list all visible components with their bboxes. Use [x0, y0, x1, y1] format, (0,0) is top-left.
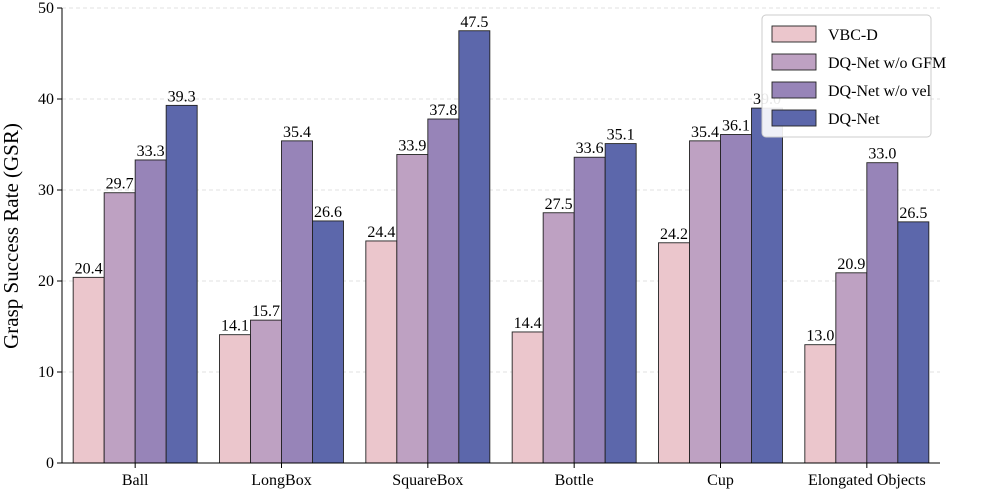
bar-value-label: 39.3 — [168, 88, 196, 105]
x-tick-label: Ball — [122, 472, 149, 489]
bar — [165, 104, 198, 464]
bar-value-label: 35.1 — [607, 127, 635, 144]
x-tick-label: SquareBox — [392, 472, 463, 489]
bar — [866, 162, 899, 464]
bar-value-label: 15.7 — [252, 303, 280, 320]
bar-value-label: 13.0 — [806, 328, 834, 345]
bar-value-label: 36.1 — [722, 117, 750, 134]
axes: 0 10 20 30 40 50 Ball LongBox SquareBox Bottle Cup… — [38, 0, 940, 489]
bar — [604, 143, 637, 464]
bar — [689, 140, 721, 464]
bar — [103, 192, 136, 464]
legend-swatch — [771, 25, 817, 43]
bar-value-label: 20.4 — [75, 260, 103, 277]
bar-value-label: 33.9 — [398, 138, 426, 155]
y-tick-label: 30 — [38, 182, 54, 199]
bar-value-label: 33.3 — [137, 143, 165, 160]
bar-value-label: 20.9 — [837, 256, 865, 273]
bar — [396, 154, 429, 464]
bar-value-label: 26.6 — [314, 204, 342, 221]
bar — [427, 118, 460, 464]
x-tick-label: LongBox — [251, 472, 311, 489]
bar-value-label: 27.5 — [545, 196, 573, 213]
bar — [219, 334, 251, 464]
x-tick-label: Cup — [707, 472, 734, 489]
x-tick-label: Elongated Objects — [808, 472, 926, 489]
bar — [365, 240, 398, 464]
bar — [835, 272, 868, 464]
bar-value-label: 33.6 — [576, 140, 604, 157]
bar — [751, 107, 783, 464]
y-axis-label: Grasp Success Rate (GSR) — [0, 123, 23, 349]
bar — [458, 30, 491, 464]
legend-label: DQ-Net w/o GFM — [828, 55, 946, 72]
bar — [720, 134, 752, 464]
bar-value-label: 47.5 — [460, 14, 488, 31]
bar — [281, 140, 313, 464]
bar-value-label: 35.4 — [283, 124, 311, 141]
legend-swatch — [771, 81, 817, 99]
y-tick-label: 0 — [46, 455, 54, 472]
y-tick-label: 20 — [38, 273, 54, 290]
y-tick-label: 40 — [38, 91, 54, 108]
bar-value-label: 14.4 — [514, 315, 542, 332]
bar-value-label: 26.5 — [899, 205, 927, 222]
bar — [542, 212, 575, 464]
bar — [250, 319, 282, 464]
legend-swatch — [771, 53, 817, 71]
bar — [312, 220, 344, 464]
y-tick-label: 10 — [38, 364, 54, 381]
bar-value-label: 35.4 — [691, 124, 719, 141]
bar — [804, 344, 837, 464]
x-tick-label: Bottle — [555, 472, 594, 489]
bar — [897, 221, 930, 464]
bar — [658, 242, 690, 464]
bar — [134, 159, 167, 464]
bar — [511, 331, 544, 464]
bar-value-label: 24.2 — [660, 226, 688, 243]
bar-value-label: 14.1 — [221, 318, 249, 335]
legend-box — [761, 14, 932, 138]
bar-value-label: 24.4 — [367, 224, 395, 241]
bar-value-label: 29.7 — [106, 176, 134, 193]
bar-value-label: 37.8 — [429, 102, 457, 119]
bar — [72, 276, 105, 464]
legend: VBC-D DQ-Net w/o GFM DQ-Net w/o vel DQ-Net — [761, 14, 946, 138]
bar — [573, 156, 606, 464]
legend-label: DQ-Net — [828, 111, 880, 128]
y-tick-label: 50 — [38, 0, 54, 17]
legend-label: VBC-D — [828, 27, 878, 44]
legend-label: DQ-Net w/o vel — [828, 83, 932, 100]
bar-value-label: 33.0 — [868, 146, 896, 163]
legend-swatch — [771, 109, 817, 127]
